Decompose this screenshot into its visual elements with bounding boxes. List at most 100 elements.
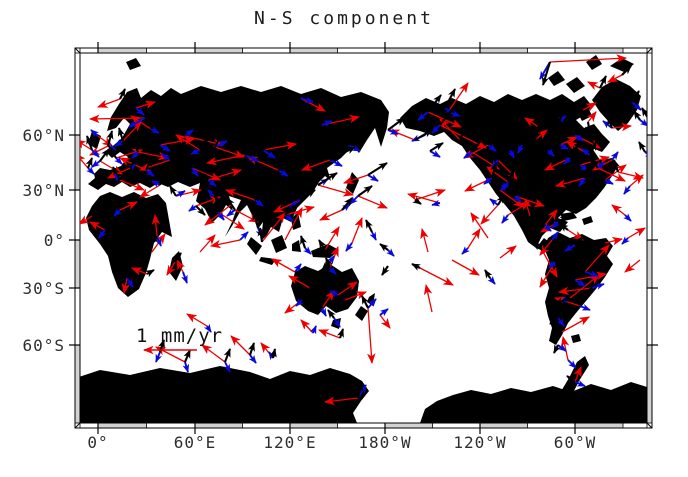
velocity-vector-k	[158, 171, 166, 186]
y-axis-labels: 60°N 30°N 0° 30°S 60°S	[22, 126, 65, 355]
velocity-vector-k	[321, 261, 331, 271]
velocity-vector-b	[574, 380, 586, 387]
velocity-vector-b	[574, 133, 584, 142]
velocity-vector-b	[578, 177, 587, 187]
velocity-vector-k	[541, 61, 552, 86]
velocity-vector-b	[190, 167, 199, 177]
velocity-vector-k	[567, 305, 581, 315]
velocity-vector-k	[507, 134, 515, 151]
landmass-africa	[86, 192, 172, 297]
velocity-vector-k	[106, 130, 114, 147]
landmass-australia	[291, 264, 359, 315]
velocity-vector-b	[161, 153, 171, 162]
velocity-vector-r	[337, 281, 358, 296]
velocity-vector-k	[252, 211, 260, 229]
velocity-vector-r	[557, 286, 593, 296]
velocity-vector-r	[419, 267, 454, 286]
velocity-vector-k	[118, 88, 126, 100]
velocity-vector-k	[244, 141, 267, 156]
velocity-vector-k	[248, 342, 255, 356]
velocity-vector-k	[356, 382, 364, 399]
velocity-vector-k	[459, 124, 467, 141]
velocity-vector-b	[556, 317, 565, 327]
velocity-vector-r	[119, 201, 138, 211]
svg-text:30°S: 30°S	[22, 279, 65, 298]
velocity-vector-r	[617, 171, 645, 180]
velocity-vector-k	[347, 129, 370, 146]
velocity-vector-b	[345, 242, 354, 252]
velocity-vector-b	[91, 159, 101, 168]
velocity-vector-b	[207, 189, 216, 198]
velocity-vector-k	[300, 235, 307, 249]
velocity-vector-b	[98, 229, 107, 239]
velocity-vector-k	[567, 266, 586, 274]
velocity-vector-k	[439, 109, 453, 126]
velocity-vector-b	[216, 211, 225, 221]
velocity-vector-b	[551, 220, 560, 229]
velocity-vector-r	[342, 174, 369, 185]
velocity-vector-k	[411, 263, 421, 271]
velocity-vector-r	[451, 259, 480, 276]
velocity-vector-k	[444, 88, 456, 109]
velocity-vector-r	[230, 335, 251, 356]
velocity-vector-k	[533, 241, 543, 251]
velocity-vector-b	[487, 143, 497, 152]
velocity-vector-k	[589, 141, 597, 156]
velocity-vector-b	[207, 178, 217, 187]
velocity-vector-k	[262, 137, 281, 151]
velocity-vector-k	[329, 146, 356, 161]
velocity-vector-r	[379, 314, 391, 329]
velocity-vector-k	[318, 239, 327, 251]
velocity-vector-b	[248, 354, 257, 364]
velocity-vector-b	[610, 151, 619, 161]
velocity-vector-k	[521, 130, 529, 146]
velocity-vector-r	[611, 122, 633, 132]
svg-text:120°E: 120°E	[263, 433, 316, 452]
velocity-vector-k	[169, 149, 180, 161]
landmass-sumatra	[247, 237, 262, 255]
velocity-vector-k	[317, 172, 338, 186]
velocity-vector-b	[429, 150, 441, 158]
velocity-vector-k	[528, 215, 537, 226]
velocity-vector-k	[554, 297, 571, 305]
velocity-vector-k	[545, 135, 553, 151]
velocity-vector-k	[387, 117, 405, 131]
velocity-vector-r	[214, 146, 246, 158]
svg-text:0°: 0°	[87, 433, 108, 452]
velocity-vector-b	[379, 308, 389, 317]
velocity-vector-k	[414, 129, 433, 141]
velocity-vector-r	[534, 129, 548, 141]
velocity-vector-k	[299, 189, 316, 201]
velocity-vector-r	[351, 217, 363, 244]
velocity-vector-b	[501, 214, 510, 224]
landmass-arctic-island-3	[586, 55, 602, 70]
velocity-vector-b	[550, 231, 559, 241]
velocity-vector-b	[321, 120, 333, 127]
velocity-vector-k	[257, 227, 265, 243]
velocity-vector-b	[431, 199, 441, 207]
velocity-vector-r	[607, 73, 623, 83]
velocity-vector-r	[300, 159, 331, 171]
svg-text:60°E: 60°E	[174, 433, 217, 452]
velocity-vector-k	[484, 269, 493, 279]
velocity-vector-b	[644, 150, 647, 159]
velocity-vector-r	[138, 159, 171, 172]
velocity-vector-r	[420, 227, 429, 253]
velocity-vector-b	[332, 317, 341, 328]
landmass-arctic-island-2	[610, 58, 634, 72]
velocity-vector-b	[513, 194, 522, 203]
velocity-vector-b	[604, 177, 614, 185]
velocity-vector-b	[86, 166, 95, 175]
velocity-vector-k	[557, 215, 569, 224]
velocity-vector-r	[324, 226, 340, 251]
velocity-vector-k	[607, 116, 615, 129]
velocity-vector-r	[209, 239, 241, 249]
landmass-java	[259, 257, 276, 265]
velocity-vector-k	[365, 219, 373, 233]
velocity-vector-k	[589, 157, 599, 169]
velocity-vector-r	[135, 100, 157, 109]
landmass-new-zealand-south	[355, 306, 368, 321]
velocity-vector-k	[307, 277, 315, 289]
velocity-vector-r	[300, 319, 314, 334]
